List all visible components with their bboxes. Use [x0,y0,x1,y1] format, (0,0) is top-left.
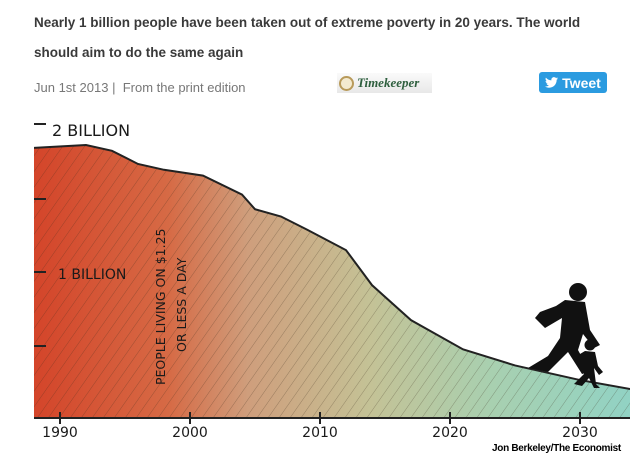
tweet-label: Tweet [562,74,601,91]
x-tick-label: 2030 [562,425,598,441]
x-tick-label: 1990 [42,425,78,441]
runner-silhouettes [528,283,603,388]
publish-date: Jun 1st 2013 [34,80,109,95]
twitter-bird-icon [545,77,559,88]
x-tick-label: 2010 [302,425,338,441]
child-runner-icon [574,339,603,388]
x-tick-label: 2000 [172,425,208,441]
print-edition-link[interactable]: From the print edition [122,80,246,95]
article-meta: Jun 1st 2013 | From the print edition [34,80,246,95]
image-credit: Jon Berkeley/The Economist [490,443,623,455]
timekeeper-label: Timekeeper [357,75,420,90]
series-label-line2: OR LESS A DAY [174,257,189,352]
x-tick-label: 2020 [432,425,468,441]
timekeeper-icon [339,75,354,91]
area-hatching [34,144,630,418]
tweet-button[interactable]: Tweet [539,72,607,93]
poverty-line [34,143,630,391]
adult-runner-icon [528,283,600,374]
y-ticks [34,123,46,347]
timekeeper-button[interactable]: Timekeeper [337,73,432,93]
headline: Nearly 1 billion people have been taken … [34,15,581,60]
y-label-1-billion: 1 BILLION [58,267,126,283]
y-label-2-billion: 2 BILLION [52,121,130,140]
series-label-line1: PEOPLE LIVING ON $1.25 [153,229,168,386]
meta-separator: | [112,80,116,95]
